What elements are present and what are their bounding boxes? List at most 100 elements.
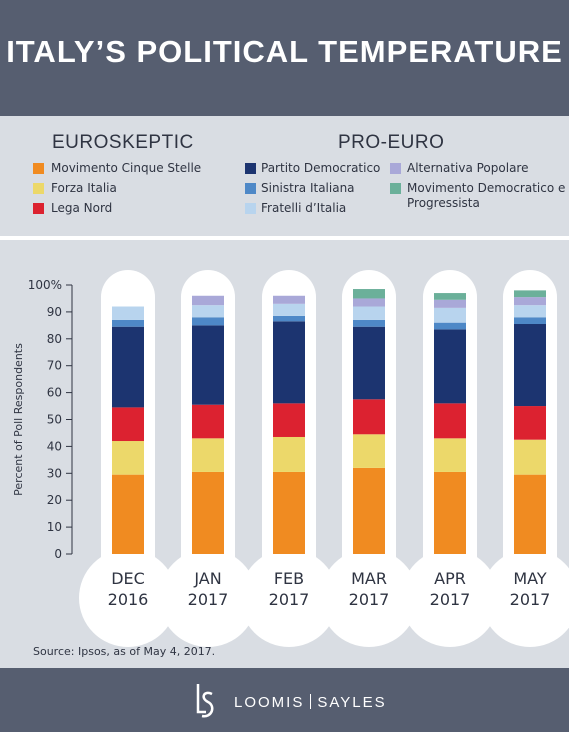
header-banner [0, 0, 569, 116]
bar-segment [192, 295, 224, 306]
bar-segment [112, 326, 144, 408]
bar-segment [273, 436, 305, 472]
bar-segment [353, 434, 385, 468]
thermometer-bulb [79, 549, 177, 647]
footer-banner [0, 668, 569, 732]
bar-segment [192, 438, 224, 472]
bar-segment [112, 474, 144, 554]
y-tick-label: 70 [47, 359, 62, 373]
brand-wordmark: LOOMIS SAYLES [234, 694, 387, 711]
bar-segment [434, 307, 466, 323]
bar-segment [514, 290, 546, 298]
y-tick-label: 40 [47, 439, 62, 453]
y-tick-label: 20 [47, 493, 62, 507]
bar-segment [514, 297, 546, 306]
x-tick-label-month: FEB [274, 569, 304, 588]
bar-segment [514, 439, 546, 475]
source-note: Source: Ipsos, as of May 4, 2017. [33, 645, 216, 658]
bar-segment [273, 321, 305, 404]
thermometer-bulb [401, 549, 499, 647]
legend-label-mdp: Movimento Democratico e [407, 181, 566, 195]
bar-segment [353, 306, 385, 320]
bar-segment [434, 471, 466, 554]
legend-label-ap: Alternativa Popolare [407, 161, 529, 175]
bar-segment [192, 325, 224, 405]
legend-label-fdi: Fratelli d’Italia [261, 201, 347, 215]
bar-segment [353, 289, 385, 299]
legend-swatch-ap [390, 163, 401, 174]
legend-label-fi: Forza Italia [51, 181, 117, 195]
bar-segment [514, 406, 546, 440]
bar-segment [434, 438, 466, 472]
legend-swatch-si [245, 183, 256, 194]
x-tick-label-year: 2017 [510, 590, 551, 609]
bar-segment [112, 407, 144, 442]
legend-swatch-fi [33, 183, 44, 194]
bar-segment [514, 317, 546, 325]
bar-segment [112, 306, 144, 320]
y-tick-label: 60 [47, 386, 62, 400]
x-tick-label-month: DEC [111, 569, 145, 588]
bar-segment [273, 403, 305, 437]
x-tick-label-month: MAR [351, 569, 387, 588]
brand-name-left: LOOMIS [234, 694, 305, 711]
brand-divider [310, 694, 312, 709]
legend-panel: EUROSKEPTIC PRO-EURO Movimento Cinque St… [0, 116, 569, 240]
y-tick-label: 100% [28, 278, 62, 292]
legend-swatch-m5s [33, 163, 44, 174]
bar-segment [434, 329, 466, 404]
legend-swatch-fdi [245, 203, 256, 214]
y-tick-label: 0 [54, 547, 62, 561]
bar-segment [353, 399, 385, 435]
bar-segment [353, 298, 385, 307]
loomis-sayles-logo-icon [196, 684, 214, 718]
bar-segment [273, 471, 305, 554]
bar-segment [192, 317, 224, 326]
legend-label-mdp-line2: Progressista [407, 196, 480, 210]
chart-panel: 0 10 20 30 40 50 60 70 80 90 100% Percent of Poll R… [0, 240, 569, 668]
x-tick-label-year: 2017 [430, 590, 471, 609]
y-tick-label: 90 [47, 305, 62, 319]
bar-segment [353, 467, 385, 554]
page-title: ITALY’S POLITICAL TEMPERATURE [6, 34, 563, 69]
bar-segment [192, 471, 224, 554]
bar-segment [273, 295, 305, 304]
thermometer-bulb [320, 549, 418, 647]
y-tick-label: 10 [47, 520, 62, 534]
x-tick-label-year: 2017 [349, 590, 390, 609]
y-tick-label: 30 [47, 466, 62, 480]
proeuro-heading: PRO-EURO [338, 132, 445, 153]
bar-segment [434, 293, 466, 300]
legend-label-pd: Partito Democratico [261, 161, 381, 175]
x-tick-label-month: APR [434, 569, 466, 588]
bar-segment [112, 441, 144, 475]
euroskeptic-heading: EUROSKEPTIC [52, 132, 194, 153]
bar-segment [434, 403, 466, 439]
brand-name-right: SAYLES [317, 694, 387, 711]
y-axis-label: Percent of Poll Respondents [12, 343, 25, 496]
legend-label-ln: Lega Nord [51, 201, 113, 215]
legend-swatch-mdp [390, 183, 401, 194]
thermometer-bulb [481, 549, 569, 647]
thermometer-bulb [159, 549, 257, 647]
bar-segment [112, 319, 144, 327]
bar-segment [514, 474, 546, 554]
x-tick-label-year: 2017 [188, 590, 229, 609]
x-tick-label-month: JAN [193, 569, 221, 588]
x-tick-label-month: MAY [513, 569, 547, 588]
bar-segment [434, 299, 466, 308]
x-tick-label-year: 2016 [108, 590, 149, 609]
bar-segment [434, 322, 466, 330]
bar-segment [514, 324, 546, 407]
bar-segment [192, 305, 224, 318]
bar-segment [192, 404, 224, 439]
legend-swatch-ln [33, 203, 44, 214]
bar-segment [353, 326, 385, 400]
stacked-bar-chart: 0 10 20 30 40 50 60 70 80 90 100% Percent of Poll R… [12, 270, 569, 647]
thermometer-bulb [240, 549, 338, 647]
bar-segment [273, 315, 305, 322]
bar-segment [353, 319, 385, 327]
y-tick-label: 80 [47, 332, 62, 346]
bar-segment [514, 305, 546, 318]
x-tick-label-year: 2017 [269, 590, 310, 609]
